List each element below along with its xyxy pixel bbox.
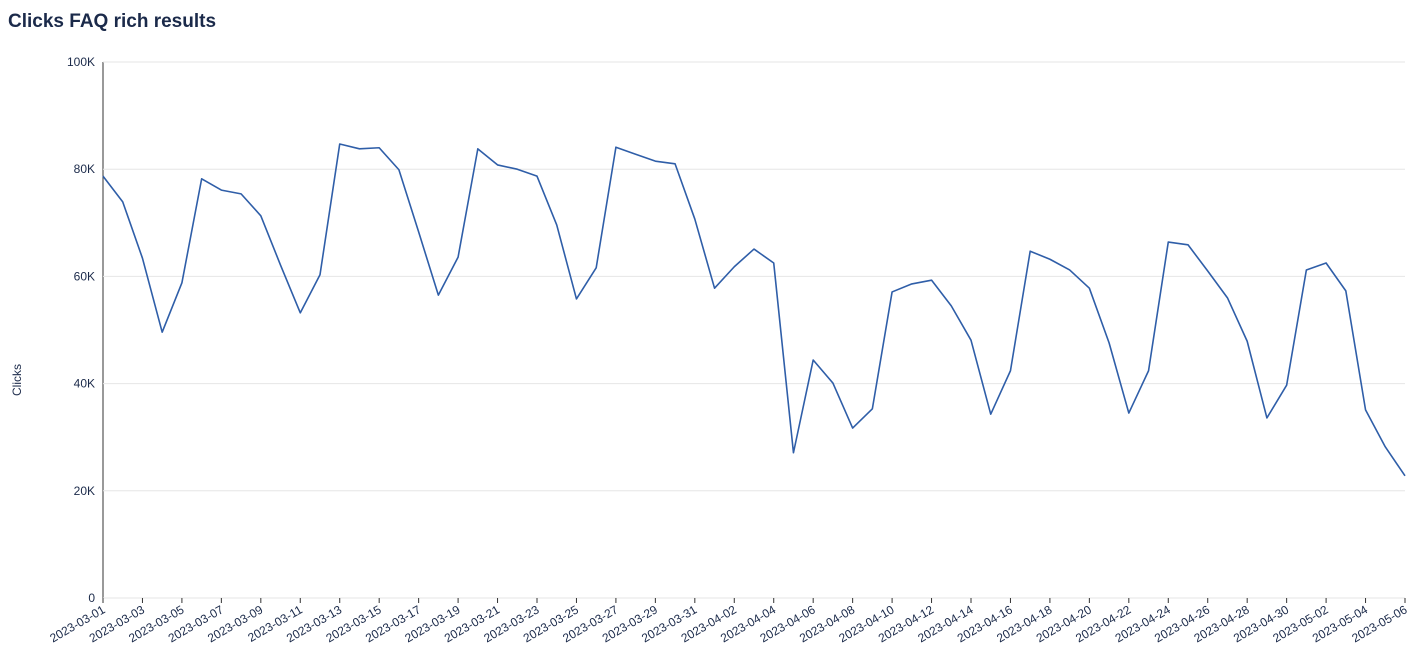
y-axis-label: Clicks — [10, 364, 24, 396]
chart-title: Clicks FAQ rich results — [8, 11, 216, 32]
y-tick-label: 60K — [74, 269, 95, 283]
y-tick-label: 40K — [74, 377, 95, 391]
y-tick-label: 100K — [67, 55, 95, 69]
data-line — [102, 143, 1406, 477]
y-tick-label: 20K — [74, 484, 95, 498]
y-tick-label: 80K — [74, 162, 95, 176]
y-tick-label: 0 — [88, 591, 95, 605]
